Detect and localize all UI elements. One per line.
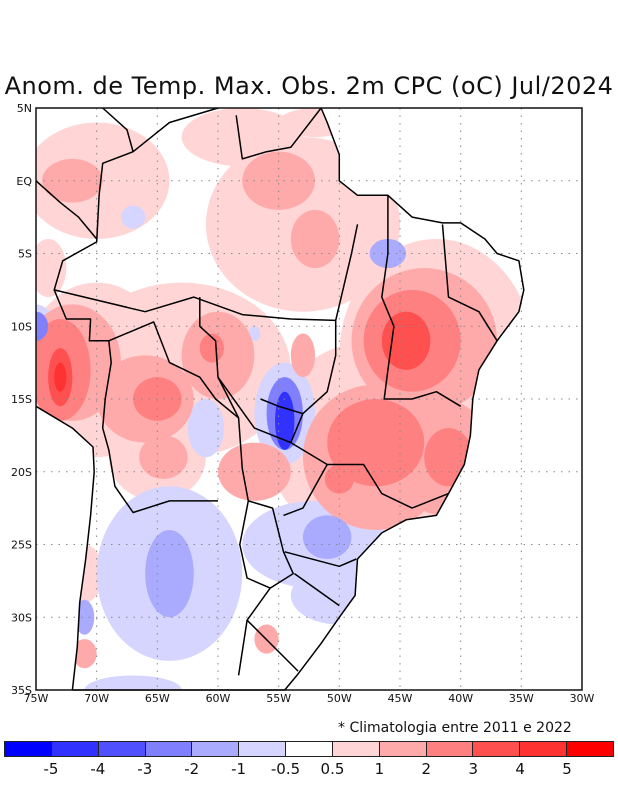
colorbar-swatch <box>332 742 380 756</box>
longitude-label: 40W <box>448 692 473 705</box>
longitude-label: 45W <box>388 692 413 705</box>
colorbar-label: 2 <box>421 760 432 778</box>
latitude-label: 10S <box>11 320 32 333</box>
boundary-line <box>411 492 449 509</box>
anomaly-region <box>84 675 182 690</box>
colorbar-swatch <box>473 742 521 756</box>
longitude-label: 70W <box>84 692 109 705</box>
boundary-line <box>35 180 98 240</box>
anomaly-region <box>290 209 340 269</box>
latitude-label: 35S <box>11 684 32 697</box>
boundary-line <box>54 289 336 322</box>
anomaly-region <box>242 151 316 210</box>
anomaly-region <box>278 108 352 138</box>
colorbar-label: -2 <box>184 760 200 778</box>
colorbar-swatch <box>286 742 333 756</box>
anomaly-region <box>290 566 388 625</box>
anomaly-region <box>187 399 225 458</box>
anomaly-region <box>72 639 97 669</box>
boundary-line <box>235 107 322 160</box>
colorbar-swatch <box>145 742 193 756</box>
latitude-label: 5S <box>18 248 32 261</box>
anomaly-region <box>36 238 67 298</box>
anomaly-region <box>290 333 316 378</box>
boundary-line <box>239 500 271 589</box>
anomaly-region <box>248 326 261 341</box>
colorbar-label: 3 <box>468 760 478 778</box>
longitude-label: 55W <box>266 692 291 705</box>
colorbar-label: 4 <box>515 760 525 778</box>
boundary-line <box>284 551 357 568</box>
map-title: Anom. de Temp. Max. Obs. 2m CPC (oC) Jul… <box>4 72 614 100</box>
boundary-line <box>441 224 498 342</box>
gridlines <box>36 108 582 690</box>
climatology-note: * Climatologia entre 2011 e 2022 <box>338 720 572 736</box>
colorbar-label: 1 <box>374 760 385 778</box>
boundary-line <box>72 107 525 691</box>
longitude-label: 35W <box>509 692 534 705</box>
boundary-line <box>35 405 95 691</box>
latitude-label: 15S <box>11 393 32 406</box>
colorbar-label: -3 <box>137 760 153 778</box>
boundary-line <box>381 195 462 407</box>
anomaly-region <box>36 311 49 341</box>
colorbar-label: -1 <box>231 760 247 778</box>
anomaly-region <box>302 515 352 560</box>
anomaly-region <box>42 158 103 203</box>
colorbar-swatch <box>567 742 613 756</box>
colorbar-swatch <box>51 742 99 756</box>
anomaly-region <box>54 362 67 392</box>
colorbar-swatch <box>5 742 52 756</box>
longitude-label: 50W <box>327 692 352 705</box>
boundary-line <box>260 398 304 415</box>
colorbar-swatch <box>426 742 474 756</box>
anomaly-region <box>324 464 354 494</box>
longitude-label: 60W <box>206 692 231 705</box>
anomaly-fields <box>36 108 524 690</box>
boundary-line <box>101 340 112 429</box>
longitude-label: 75W <box>24 692 49 705</box>
anomaly-region <box>120 205 146 229</box>
colorbar-swatch <box>192 742 240 756</box>
latitude-label: 30S <box>11 611 32 624</box>
colorbar-label: 0.5 <box>320 760 345 778</box>
latitude-label: 5N <box>17 102 32 115</box>
boundary-line <box>199 297 240 419</box>
longitude-label: 30W <box>570 692 595 705</box>
latitude-label: 20S <box>11 466 32 479</box>
colorbar-label: -5 <box>43 760 59 778</box>
colorbar-swatch <box>98 742 146 756</box>
colorbar-label: -4 <box>90 760 106 778</box>
coastlines-borders <box>35 107 525 691</box>
latitude-label: 25S <box>11 539 32 552</box>
boundary-line <box>132 107 219 153</box>
boundary-line <box>101 427 218 514</box>
anomaly-region <box>139 435 188 480</box>
boundary-line <box>293 572 340 607</box>
colorbar-label: -0.5 <box>270 760 301 778</box>
colorbar-swatch <box>520 742 568 756</box>
colorbar <box>4 741 614 757</box>
longitude-label: 65W <box>145 692 170 705</box>
boundary-line <box>237 620 248 676</box>
boundary-line <box>53 107 299 672</box>
anomaly-region <box>145 529 194 618</box>
colorbar-swatch <box>379 742 427 756</box>
map-frame <box>35 107 583 691</box>
latitude-label: EQ <box>16 175 32 188</box>
colorbar-label: 5 <box>562 760 572 778</box>
anomaly-region <box>351 108 400 141</box>
boundary-line <box>283 464 328 517</box>
colorbar-swatch <box>239 742 287 756</box>
